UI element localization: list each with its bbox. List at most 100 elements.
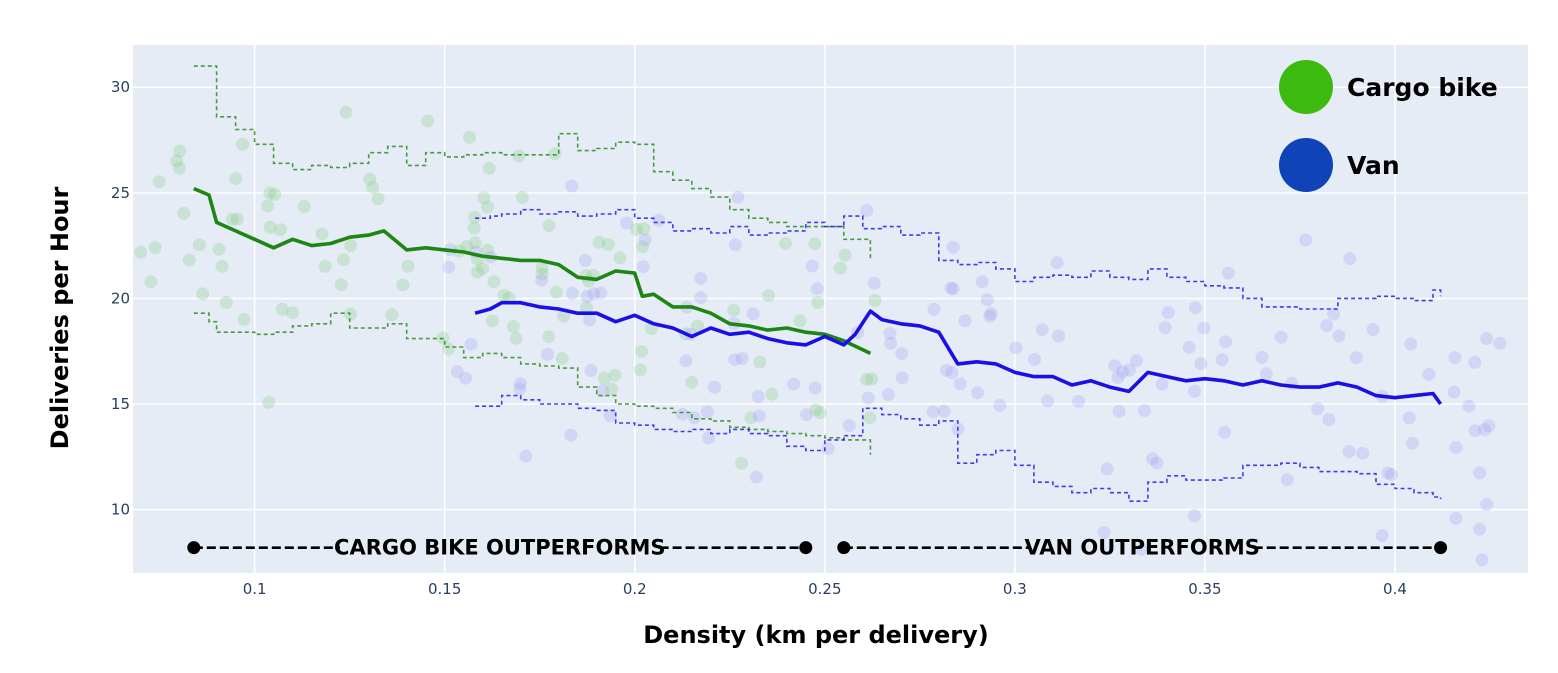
legend-item-cargo-bike[interactable]: Cargo bike [1279,60,1498,114]
scatter-point [1050,256,1064,270]
scatter-point [1259,367,1273,381]
scatter-point [1274,330,1288,344]
scatter-point [694,291,708,305]
scatter-point [1188,384,1201,398]
scatter-point [1475,553,1489,567]
scatter-point [1448,351,1462,365]
scatter-point [230,212,244,226]
scatter-point [512,149,526,163]
scatter-point [811,296,825,309]
annotation-label: CARGO BIKE OUTPERFORMS [334,536,666,560]
scatter-point [583,313,596,327]
scatter-point [1356,446,1369,460]
scatter-point [787,377,801,391]
scatter-point [481,200,494,214]
scatter-point [172,161,186,175]
legend[interactable]: Cargo bike Van [1279,60,1498,192]
scatter-point [1255,350,1269,364]
scatter-point [236,137,249,151]
annotation-cargo-bike: CARGO BIKE OUTPERFORMS [187,536,813,560]
van-trend-line [474,300,1443,406]
scatter-point [1449,441,1463,454]
scatter-point [173,144,187,158]
scatter-point [396,278,410,292]
scatter-point [336,253,350,267]
scatter-point [550,285,563,299]
scatter-point [262,395,276,409]
scatter-point [584,364,598,377]
scatter-point [441,342,455,356]
scatter-point [212,242,226,256]
scatter-point [946,282,960,296]
scatter-point [868,294,882,307]
x-axis-ticks: 0.1 0.15 0.2 0.25 0.3 0.35 0.4 [243,580,1407,598]
scatter-point [731,190,745,204]
scatter-point [476,262,490,276]
scatter-point [460,240,474,254]
scatter-point [1028,352,1041,366]
scatter-point [1097,526,1111,540]
scatter-point [608,368,622,382]
scatter-point [170,154,184,168]
scatter-point [1482,419,1496,433]
scatter-point [1405,436,1419,450]
scatter-point [975,275,989,289]
scatter-point [752,409,766,423]
scatter-point [636,240,650,254]
scatter-point [334,278,348,292]
scatter-point [177,206,191,220]
scatter-point [1478,423,1492,437]
scatter-point [860,204,874,217]
scatter-point [953,377,967,391]
scatter-point [471,265,484,279]
scatter-point [225,212,239,226]
x-tick-label: 0.2 [623,580,647,598]
scatter-point [638,233,652,247]
legend-label: Van [1347,151,1400,180]
scatter-point [809,403,823,417]
scatter-point [744,411,758,425]
scatter-point [1332,329,1346,343]
scatter-point [702,431,716,445]
scatter-point [371,192,385,206]
scatter-point [1449,511,1463,525]
scatter-point [1447,385,1461,399]
scatter-point [833,261,847,275]
scatter-point [750,470,763,484]
scatter-point [984,307,998,320]
scatter-point [860,372,874,386]
scatter-point [1280,473,1294,487]
legend-item-van[interactable]: Van [1279,138,1400,192]
scatter-point [690,319,704,333]
van-upper-band [475,208,1442,310]
x-tick-label: 0.4 [1383,580,1407,598]
scatter-point [482,161,496,175]
scatter-point [1161,306,1175,319]
scatter-point [1116,365,1130,379]
scatter-point [993,398,1007,412]
scatter-point [1473,466,1487,480]
scatter-point [297,200,311,214]
scatter-point [580,289,594,303]
scatter-point [1112,404,1126,418]
scatter-point [946,240,960,254]
scatter-point [838,248,852,262]
scatter-point [1349,351,1363,365]
scatter-point [565,179,579,193]
legend-swatch [1279,138,1333,192]
x-tick-label: 0.1 [243,580,267,598]
scatter-point [1473,522,1487,536]
scatter-point [813,406,827,420]
scatter-point [134,245,148,259]
y-tick-label: 15 [111,395,130,413]
scatter-point [464,337,478,351]
scatter-point [793,314,807,328]
scatter-point [196,287,210,301]
scatter-point [557,309,571,323]
scatter-point [219,296,233,309]
scatter-point [1480,498,1494,511]
scatter-point [675,407,689,421]
annotation-endpoint [1434,541,1448,555]
scatter-point [535,261,549,275]
scatter-point [810,282,824,296]
